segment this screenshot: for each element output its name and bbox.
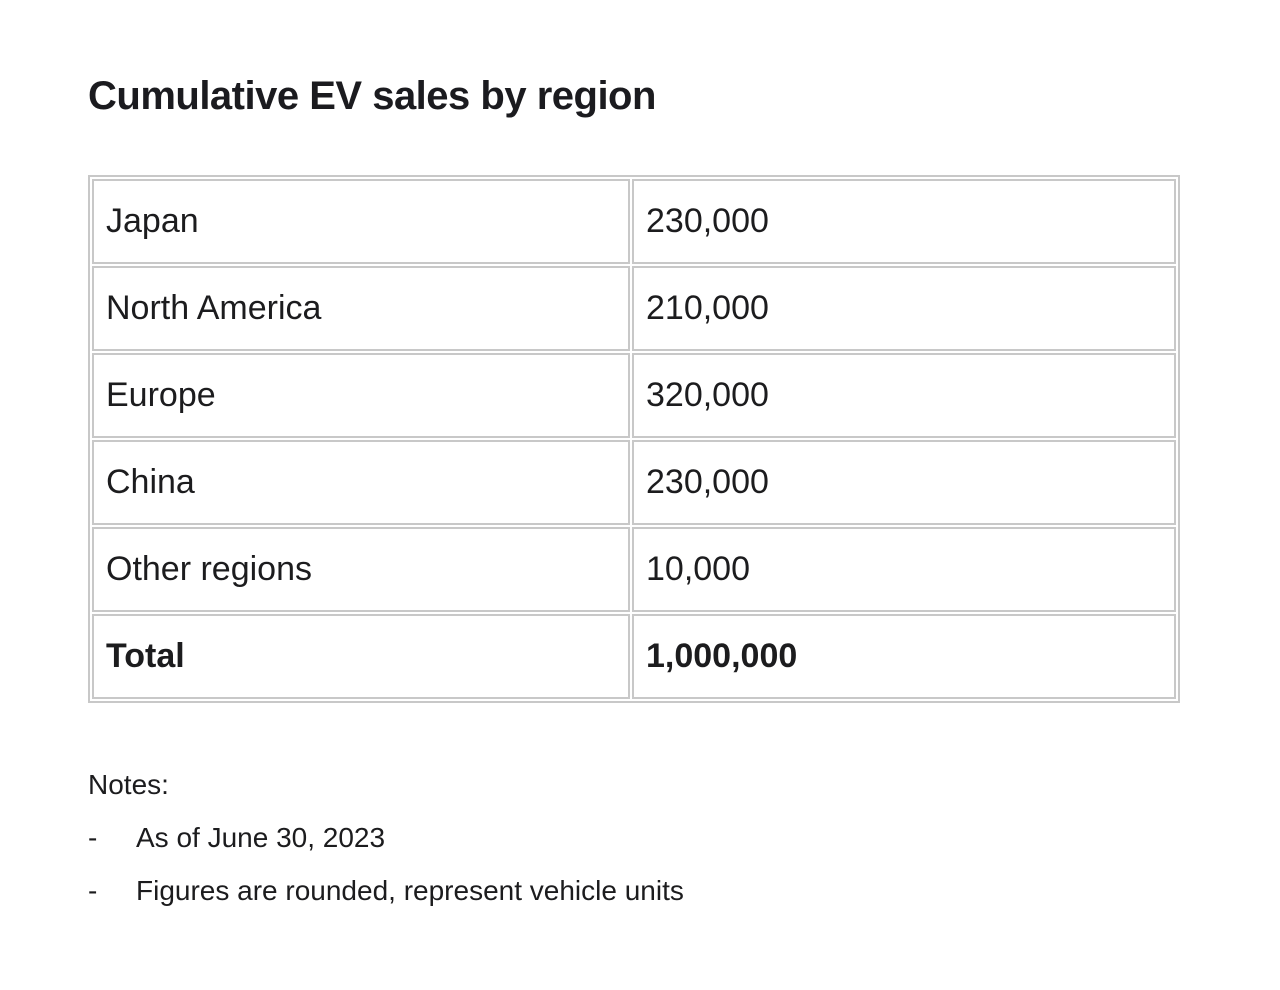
value-cell: 230,000 (632, 440, 1176, 525)
bullet-dash: - (88, 875, 98, 907)
bullet-dash: - (88, 822, 98, 854)
table-row-europe: Europe 320,000 (92, 353, 1176, 438)
note-item: - As of June 30, 2023 (88, 818, 1280, 857)
region-cell: North America (92, 266, 630, 351)
value-cell: 320,000 (632, 353, 1176, 438)
page-title: Cumulative EV sales by region (88, 74, 656, 118)
region-cell: China (92, 440, 630, 525)
table-row-total: Total 1,000,000 (92, 614, 1176, 699)
region-cell: Japan (92, 179, 630, 264)
region-cell: Europe (92, 353, 630, 438)
note-text: Figures are rounded, represent vehicle u… (136, 875, 684, 907)
table-row-japan: Japan 230,000 (92, 179, 1176, 264)
table-row-north-america: North America 210,000 (92, 266, 1176, 351)
notes-section: Notes: - As of June 30, 2023 - Figures a… (88, 765, 1280, 911)
ev-sales-table-body: Japan 230,000 North America 210,000 Euro… (92, 179, 1176, 699)
table-row-other-regions: Other regions 10,000 (92, 527, 1176, 612)
value-cell: 1,000,000 (632, 614, 1176, 699)
region-cell: Total (92, 614, 630, 699)
value-cell: 10,000 (632, 527, 1176, 612)
value-cell: 210,000 (632, 266, 1176, 351)
region-cell: Other regions (92, 527, 630, 612)
value-cell: 230,000 (632, 179, 1176, 264)
table-row-china: China 230,000 (92, 440, 1176, 525)
notes-heading: Notes: (88, 769, 169, 800)
note-item: - Figures are rounded, represent vehicle… (88, 871, 1280, 910)
ev-sales-table: Japan 230,000 North America 210,000 Euro… (88, 175, 1180, 703)
note-text: As of June 30, 2023 (136, 822, 386, 854)
